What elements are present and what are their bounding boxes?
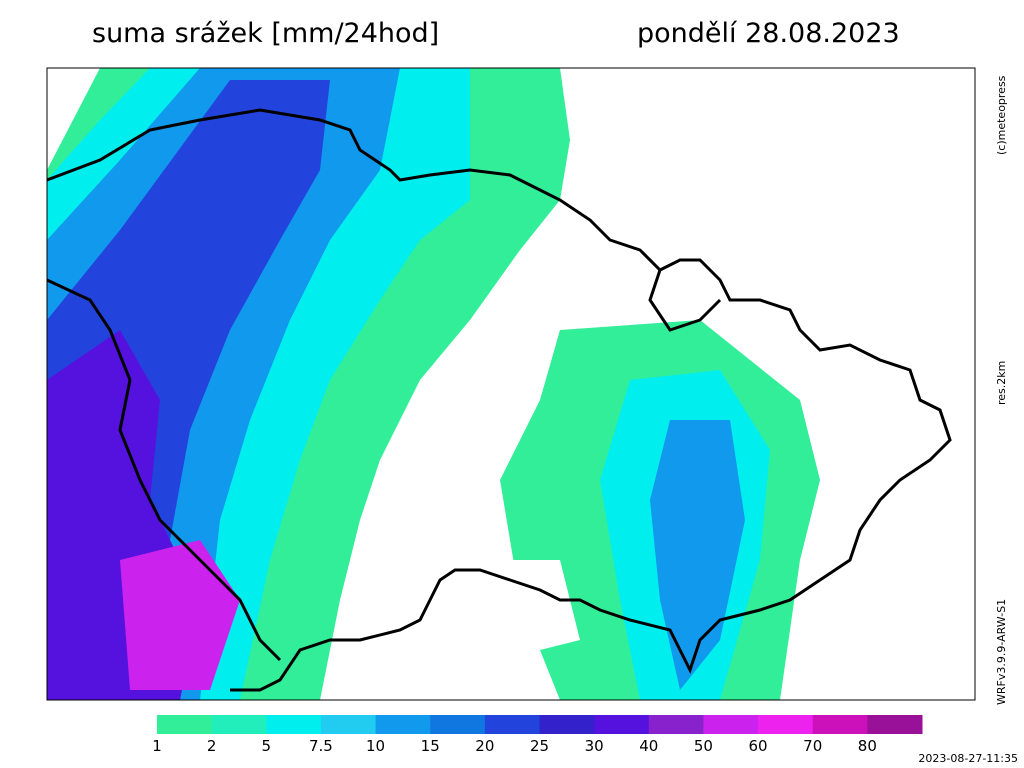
dry-patch (400, 440, 470, 600)
dry-patch (480, 560, 580, 660)
legend-label: 50 (694, 737, 713, 755)
legend-label: 70 (803, 737, 822, 755)
legend-label: 80 (858, 737, 877, 755)
legend-label: 60 (749, 737, 768, 755)
legend-swatch (211, 715, 267, 734)
legend-swatch (539, 715, 595, 734)
legend-swatch (266, 715, 322, 734)
timestamp: 2023-08-27-11:35 (918, 752, 1018, 765)
legend-swatch (594, 715, 650, 734)
legend-swatch (812, 715, 868, 734)
legend-swatch (703, 715, 759, 734)
legend-label: 1 (152, 737, 162, 755)
color-legend: 1 2 5 7.5 10 15 20 25 30 40 50 60 70 80 (152, 715, 923, 755)
map-date: pondělí 28.08.2023 (637, 18, 900, 49)
border-line (46, 108, 952, 692)
legend-label: 30 (585, 737, 604, 755)
model-label: WRFv3.9.9-ARW-S1 (995, 599, 1008, 705)
border-line (46, 278, 282, 662)
legend-label: 20 (475, 737, 494, 755)
rain-area (650, 420, 745, 690)
legend-label: 15 (421, 737, 440, 755)
legend-swatch (320, 715, 377, 734)
legend-label: 10 (366, 737, 385, 755)
legend-swatch (430, 715, 486, 734)
map-field (46, 67, 976, 701)
legend-swatch (648, 715, 704, 734)
legend-swatch (867, 715, 923, 734)
resolution-label: res.2km (995, 361, 1008, 405)
border-line (648, 269, 722, 332)
legend-label: 25 (530, 737, 549, 755)
legend-label: 5 (262, 737, 272, 755)
legend-swatch (758, 715, 814, 734)
legend-swatch (157, 715, 213, 734)
legend-swatch (375, 715, 431, 734)
legend-label: 40 (639, 737, 658, 755)
copyright-label: (c)meteopress (995, 75, 1008, 155)
map-frame (46, 67, 976, 701)
map-title: suma srážek [mm/24hod] (92, 18, 439, 49)
rain-area (120, 540, 240, 690)
legend-label: 2 (207, 737, 217, 755)
legend-label: 7.5 (309, 737, 333, 755)
legend-swatch (484, 715, 540, 734)
